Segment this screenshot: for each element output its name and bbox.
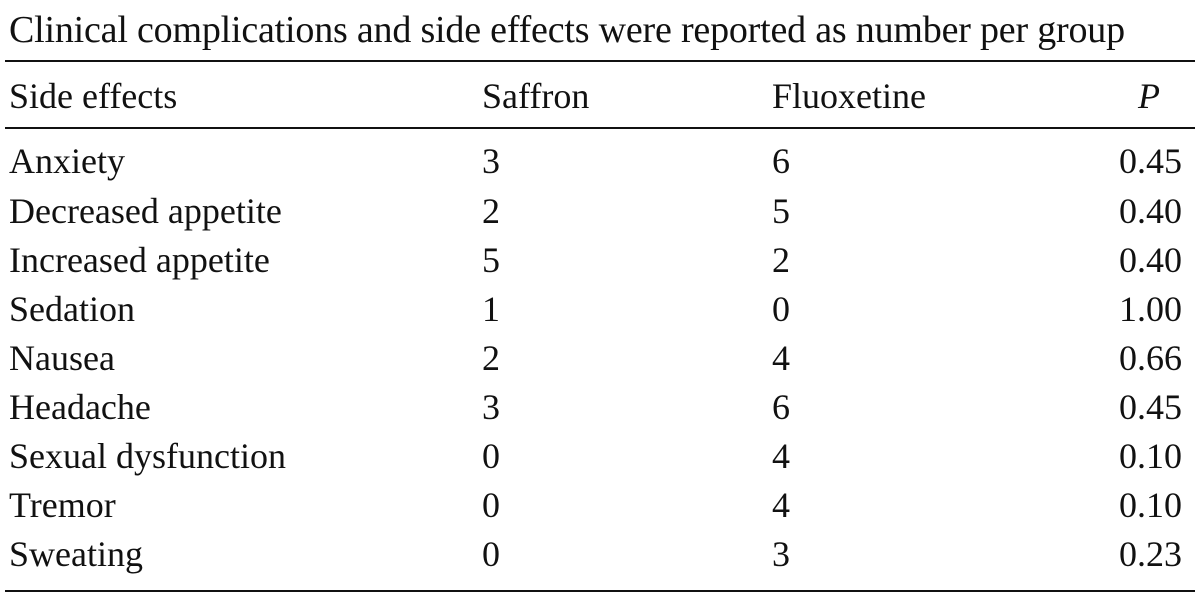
table-row: Sedation 1 0 1.00: [0, 285, 1200, 334]
table-row: Anxiety 3 6 0.45: [0, 137, 1200, 186]
row-fluoxetine-count: 3: [772, 534, 790, 574]
row-p-value: 0.45: [1119, 387, 1182, 427]
row-saffron-count: 2: [482, 191, 500, 231]
row-side-effect: Nausea: [9, 338, 115, 378]
table-row: Tremor 0 4 0.10: [0, 481, 1200, 530]
row-side-effect: Anxiety: [9, 141, 125, 181]
row-saffron-count: 5: [482, 240, 500, 280]
header-side-effects: Side effects: [9, 76, 178, 116]
header-p-value: P: [1138, 76, 1160, 116]
table-header-row: Side effects Saffron Fluoxetine P: [0, 69, 1200, 123]
row-fluoxetine-count: 4: [772, 485, 790, 525]
row-fluoxetine-count: 0: [772, 289, 790, 329]
row-p-value: 0.23: [1119, 534, 1182, 574]
header-saffron: Saffron: [482, 76, 590, 116]
row-p-value: 0.40: [1119, 240, 1182, 280]
row-p-value: 0.40: [1119, 191, 1182, 231]
table-row: Decreased appetite 2 5 0.40: [0, 187, 1200, 236]
row-saffron-count: 2: [482, 338, 500, 378]
table-row: Increased appetite 5 2 0.40: [0, 236, 1200, 285]
row-fluoxetine-count: 4: [772, 436, 790, 476]
row-side-effect: Sedation: [9, 289, 135, 329]
row-fluoxetine-count: 6: [772, 387, 790, 427]
row-fluoxetine-count: 2: [772, 240, 790, 280]
table-row: Headache 3 6 0.45: [0, 383, 1200, 432]
bottom-rule: [5, 590, 1195, 592]
row-side-effect: Decreased appetite: [9, 191, 282, 231]
row-saffron-count: 0: [482, 436, 500, 476]
table-row: Sexual dysfunction 0 4 0.10: [0, 432, 1200, 481]
row-saffron-count: 3: [482, 141, 500, 181]
row-saffron-count: 0: [482, 534, 500, 574]
row-side-effect: Increased appetite: [9, 240, 270, 280]
row-p-value: 1.00: [1119, 289, 1182, 329]
header-rule: [5, 127, 1195, 129]
row-fluoxetine-count: 5: [772, 191, 790, 231]
row-side-effect: Sexual dysfunction: [9, 436, 286, 476]
row-p-value: 0.66: [1119, 338, 1182, 378]
row-side-effect: Tremor: [9, 485, 116, 525]
row-saffron-count: 3: [482, 387, 500, 427]
row-side-effect: Headache: [9, 387, 151, 427]
table-row: Nausea 2 4 0.66: [0, 334, 1200, 383]
row-saffron-count: 0: [482, 485, 500, 525]
row-fluoxetine-count: 6: [772, 141, 790, 181]
row-p-value: 0.10: [1119, 436, 1182, 476]
row-p-value: 0.10: [1119, 485, 1182, 525]
top-rule: [5, 60, 1195, 62]
row-fluoxetine-count: 4: [772, 338, 790, 378]
table-row: Sweating 0 3 0.23: [0, 530, 1200, 579]
row-side-effect: Sweating: [9, 534, 143, 574]
row-p-value: 0.45: [1119, 141, 1182, 181]
table-caption: Clinical complications and side effects …: [9, 9, 1125, 51]
row-saffron-count: 1: [482, 289, 500, 329]
header-fluoxetine: Fluoxetine: [772, 76, 926, 116]
